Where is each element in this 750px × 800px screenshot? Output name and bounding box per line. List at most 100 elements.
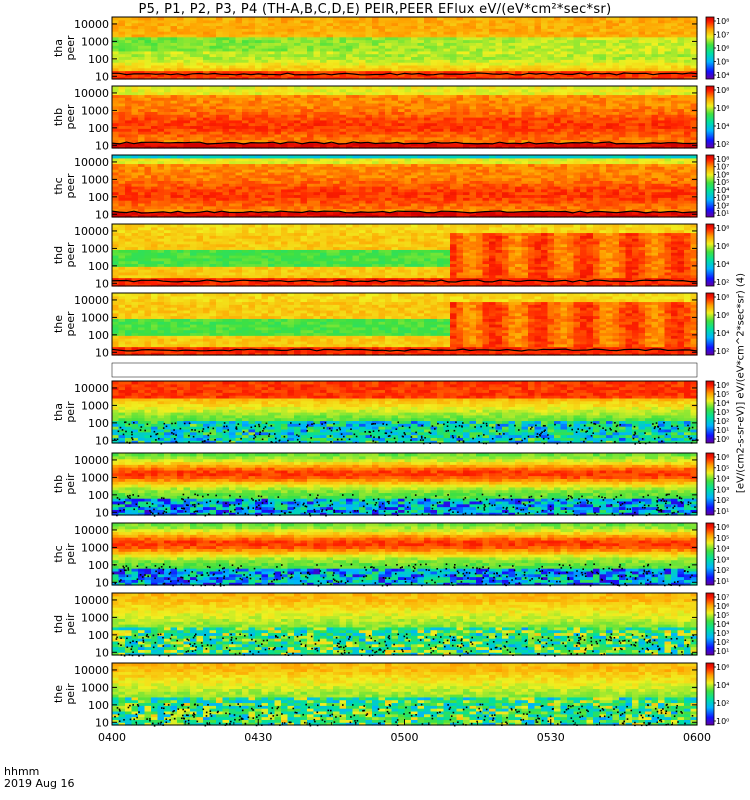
heatmap-cell [151, 39, 159, 43]
heatmap-cell [248, 155, 256, 159]
heatmap-cell [352, 73, 360, 77]
heatmap-cell [177, 31, 185, 35]
heatmap-cell [495, 48, 503, 52]
heatmap-cell [164, 48, 172, 52]
heatmap-cell [307, 59, 315, 63]
heatmap-cell [424, 42, 432, 46]
heatmap-cell [268, 64, 276, 69]
heatmap-cell [157, 28, 165, 32]
heatmap-cell [378, 155, 386, 159]
heatmap-cell [248, 42, 256, 46]
heatmap-cell [489, 59, 497, 63]
heatmap-cell [385, 76, 393, 80]
heatmap-cell [144, 86, 152, 90]
heatmap-cell [261, 36, 269, 41]
heatmap-cell [274, 64, 282, 69]
heatmap-cell [261, 64, 269, 69]
heatmap-cell [190, 17, 198, 21]
heatmap-cell [216, 56, 224, 60]
heatmap-cell [274, 45, 282, 49]
heatmap-cell [151, 53, 159, 58]
heatmap-cell [339, 42, 347, 46]
heatmap-cell [300, 48, 308, 52]
heatmap-cell [365, 22, 373, 27]
heatmap-cell [268, 62, 276, 66]
heatmap-cell [177, 33, 185, 38]
heatmap-cell [170, 25, 178, 29]
heatmap-cell [365, 19, 373, 24]
heatmap-cell [424, 33, 432, 38]
heatmap-cell [430, 62, 438, 66]
heatmap-cell [541, 17, 549, 21]
heatmap-cell [235, 48, 243, 52]
heatmap-cell [339, 64, 347, 69]
heatmap-cell [424, 56, 432, 60]
heatmap-cell [326, 70, 334, 74]
heatmap-cell [534, 73, 542, 77]
heatmap-cell [131, 25, 139, 29]
heatmap-cell [508, 67, 516, 72]
heatmap-cell [469, 22, 477, 27]
heatmap-cell [138, 155, 146, 159]
heatmap-cell [183, 36, 191, 41]
heatmap-cell [339, 70, 347, 74]
heatmap-cell [125, 28, 133, 32]
heatmap-cell [385, 62, 393, 66]
heatmap-cell [554, 17, 562, 21]
heatmap-cell [658, 86, 666, 90]
heatmap-cell [339, 39, 347, 43]
heatmap-cell [443, 48, 451, 52]
heatmap-cell [482, 28, 490, 32]
heatmap-cell [443, 45, 451, 49]
heatmap-cell [177, 62, 185, 66]
heatmap-cell [411, 19, 419, 24]
heatmap-cell [508, 28, 516, 32]
heatmap-cell [398, 17, 406, 21]
heatmap-cell [326, 64, 334, 69]
y-tick-label: 100 [88, 122, 109, 135]
heatmap-cell [372, 36, 380, 41]
heatmap-cell [534, 25, 542, 29]
heatmap-cell [144, 70, 152, 74]
heatmap-cell [495, 22, 503, 27]
heatmap-cell [482, 67, 490, 72]
heatmap-cell [372, 76, 380, 80]
heatmap-cell [170, 86, 178, 90]
heatmap-cell [255, 62, 263, 66]
heatmap-cell [346, 19, 354, 24]
heatmap-cell [164, 155, 172, 159]
heatmap-cell [216, 53, 224, 58]
heatmap-cell [261, 25, 269, 29]
heatmap-cell [508, 42, 516, 46]
heatmap-cell [307, 64, 315, 69]
heatmap-cell [359, 62, 367, 66]
heatmap-cell [463, 53, 471, 58]
heatmap-cell [118, 33, 126, 38]
heatmap-cell [229, 53, 237, 58]
heatmap-cell [177, 28, 185, 32]
heatmap-cell [521, 22, 529, 27]
heatmap-cell [157, 53, 165, 58]
heatmap-cell [209, 56, 217, 60]
heatmap-cell [144, 28, 152, 32]
heatmap-cell [508, 56, 516, 60]
heatmap-cell [138, 64, 146, 69]
heatmap-cell [274, 19, 282, 24]
heatmap-cell [326, 59, 334, 63]
y-tick-label: 10000 [74, 18, 109, 31]
heatmap-cell [424, 62, 432, 66]
heatmap-cell [274, 28, 282, 32]
heatmap-cell [391, 86, 399, 90]
heatmap-cell [216, 19, 224, 24]
heatmap-cell [398, 45, 406, 49]
heatmap-cell [385, 33, 393, 38]
heatmap-cell [164, 28, 172, 32]
heatmap-cell [469, 86, 477, 90]
heatmap-cell [534, 59, 542, 63]
heatmap-cell [222, 42, 230, 46]
heatmap-cell [541, 67, 549, 72]
heatmap-cell [476, 59, 484, 63]
heatmap-cell [307, 36, 315, 41]
